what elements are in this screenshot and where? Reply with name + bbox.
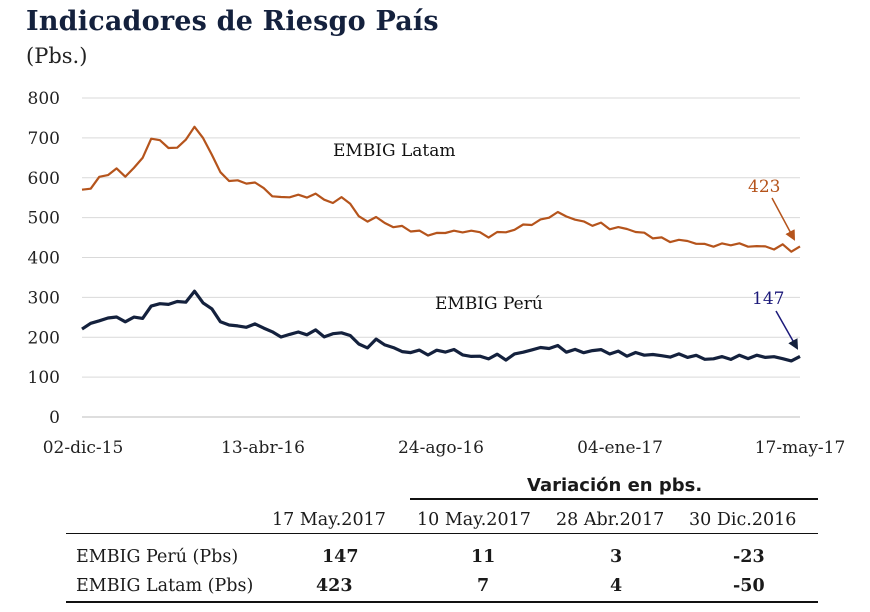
column-header: 10 May.2017 [417,510,531,530]
column-header: 28 Abr.2017 [556,510,665,530]
x-tick-label: 24-ago-16 [398,438,484,458]
table-group-header: Variación en pbs. [527,475,703,496]
x-tick-label: 04-ene-17 [577,438,663,458]
annotation-arrow [775,310,799,350]
series-label: EMBIG Latam [333,141,456,161]
x-tick-label: 17-may-17 [755,438,846,458]
end-value-label: 147 [752,289,784,309]
table-cell: 7 [477,576,490,596]
y-tick-label: 100 [28,368,60,388]
end-value-label: 423 [748,177,780,197]
column-header: 17 May.2017 [272,510,386,530]
table-cell: 4 [610,576,623,596]
y-tick-label: 700 [28,129,60,149]
series-line [81,289,801,363]
column-header: 30 Dic.2016 [689,510,797,530]
table-bottom-rule [66,601,818,603]
group-header-rule [410,498,818,500]
y-tick-label: 200 [28,328,60,348]
y-tick-label: 600 [28,169,60,189]
row-label: EMBIG Perú (Pbs) [76,547,239,567]
chart-title: Indicadores de Riesgo País [26,6,439,37]
y-tick-label: 500 [28,209,60,229]
table-cell: 423 [316,576,353,596]
header-rule [66,533,818,534]
table-cell: -50 [733,576,765,596]
series-line [81,125,801,253]
y-tick-label: 300 [28,288,60,308]
line-chart: 800 700 600 500 400 300 200 100 0 02-dic-15 13-abr… [28,89,846,458]
annotation-arrow [771,197,795,241]
y-tick-label: 400 [28,249,60,269]
series-label: EMBIG Perú [435,294,543,314]
table-cell: 11 [471,547,496,567]
row-label: EMBIG Latam (Pbs) [76,576,254,596]
y-tick-label: 0 [49,408,60,428]
table-cell: 147 [322,547,359,567]
chart-subtitle: (Pbs.) [26,44,88,68]
x-tick-label: 02-dic-15 [43,438,124,458]
y-tick-label: 800 [28,89,60,109]
table-cell: 3 [610,547,623,567]
x-tick-label: 13-abr-16 [221,438,305,458]
table-cell: -23 [733,547,765,567]
